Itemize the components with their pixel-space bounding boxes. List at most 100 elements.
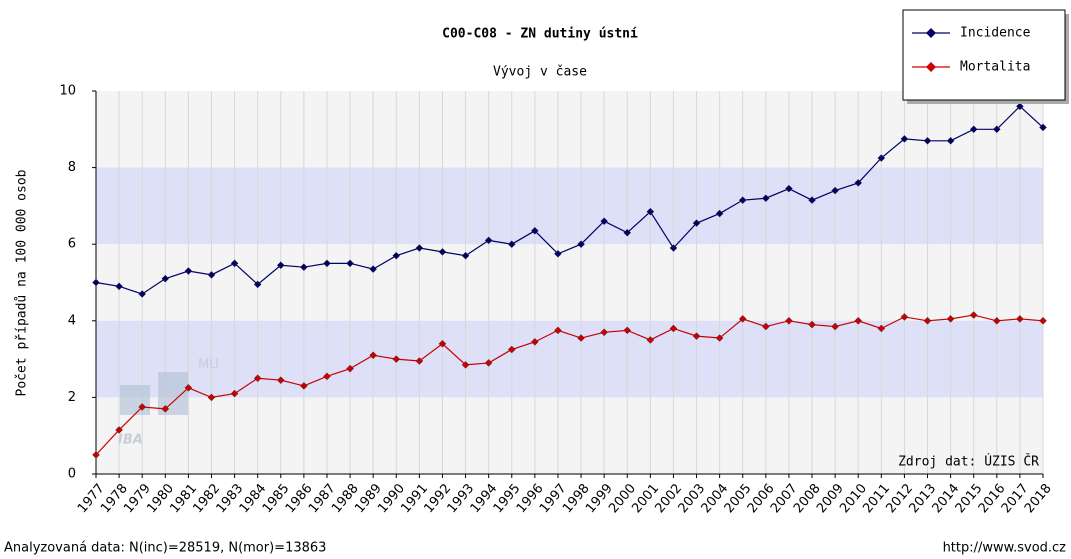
data-point xyxy=(1039,316,1047,325)
data-point xyxy=(900,135,909,143)
chart-title: C00-C08 - ZN dutiny ústní xyxy=(442,27,638,42)
data-point xyxy=(276,376,285,385)
legend-marker xyxy=(926,62,936,72)
y-tick-label: 10 xyxy=(59,84,76,99)
data-point xyxy=(923,316,932,325)
data-point xyxy=(646,336,655,344)
data-point xyxy=(785,316,793,325)
y-tick-label: 0 xyxy=(68,467,76,482)
data-point xyxy=(946,315,955,323)
data-point xyxy=(923,136,932,145)
data-point xyxy=(323,372,331,381)
data-point xyxy=(161,405,170,413)
data-point xyxy=(230,259,239,268)
data-point xyxy=(577,240,585,249)
data-point xyxy=(854,179,863,187)
data-point xyxy=(438,248,447,256)
footer-right: http://www.svod.cz xyxy=(943,541,1067,556)
data-point xyxy=(346,259,354,268)
data-point xyxy=(1016,102,1024,111)
data-point xyxy=(738,196,747,205)
legend-box xyxy=(902,9,1066,101)
data-point xyxy=(369,351,378,360)
data-point xyxy=(900,313,909,321)
data-point xyxy=(992,125,1001,134)
data-point xyxy=(831,322,839,331)
data-point xyxy=(484,236,493,245)
x-tick-label: 2018 xyxy=(1022,481,1055,516)
data-point xyxy=(854,316,863,325)
logo-text: IBA xyxy=(118,433,143,448)
footer-left: Analyzovaná data: N(inc)=28519, N(mor)=1… xyxy=(4,541,326,556)
data-point xyxy=(992,316,1001,325)
data-point xyxy=(392,355,401,363)
data-point xyxy=(669,324,678,333)
data-point xyxy=(369,265,378,273)
data-point xyxy=(484,359,493,367)
logo-subtext: MU xyxy=(198,358,219,373)
data-point xyxy=(969,311,978,319)
data-point xyxy=(715,209,724,218)
data-point xyxy=(300,382,308,390)
series-line xyxy=(95,314,1044,456)
data-point xyxy=(207,270,216,279)
data-point xyxy=(346,364,354,373)
data-point xyxy=(623,228,632,237)
data-point xyxy=(507,240,516,249)
data-point xyxy=(184,267,193,275)
data-point xyxy=(600,217,608,226)
data-point xyxy=(669,244,678,252)
data-point xyxy=(877,154,886,162)
data-point xyxy=(184,383,193,392)
legend-label: Incidence xyxy=(960,26,1031,41)
data-point xyxy=(554,326,562,335)
data-point xyxy=(969,125,978,134)
data-point xyxy=(554,249,562,258)
data-point xyxy=(230,389,239,398)
data-point xyxy=(461,360,470,369)
data-point xyxy=(785,184,793,193)
data-point xyxy=(831,186,839,195)
data-point xyxy=(692,332,701,340)
data-point xyxy=(115,282,123,291)
data-point xyxy=(761,194,770,203)
data-point xyxy=(461,251,470,260)
y-tick-label: 8 xyxy=(68,160,76,175)
chart-subtitle: Vývoj v čase xyxy=(493,65,587,80)
data-point xyxy=(692,219,701,227)
band xyxy=(96,320,1043,398)
data-point xyxy=(138,403,147,411)
data-point xyxy=(946,136,955,145)
data-point xyxy=(92,450,100,459)
series-line xyxy=(95,105,1044,295)
data-point xyxy=(877,324,886,333)
data-point xyxy=(438,339,447,348)
data-point xyxy=(646,207,655,216)
data-point xyxy=(1016,315,1024,323)
data-point xyxy=(276,261,285,270)
data-point xyxy=(761,322,770,331)
data-point xyxy=(738,315,747,323)
data-point xyxy=(138,290,147,298)
y-tick-label: 2 xyxy=(68,390,76,405)
y-tick-label: 4 xyxy=(68,313,76,328)
data-point xyxy=(623,326,632,335)
data-point xyxy=(531,338,539,346)
data-point xyxy=(577,334,585,342)
data-point xyxy=(600,328,608,337)
data-point xyxy=(253,280,262,289)
band xyxy=(96,167,1043,245)
legend-marker xyxy=(926,28,936,38)
data-point xyxy=(415,244,424,252)
y-axis-label: Počet případů na 100 000 osob xyxy=(15,169,30,396)
legend-label: Mortalita xyxy=(960,60,1030,75)
data-point xyxy=(715,334,724,342)
data-point xyxy=(531,226,539,235)
logo-block xyxy=(120,385,150,415)
data-point xyxy=(1039,123,1047,132)
data-point xyxy=(161,274,170,283)
plot-background xyxy=(96,91,1043,474)
data-point xyxy=(92,278,100,287)
data-point xyxy=(808,320,816,329)
